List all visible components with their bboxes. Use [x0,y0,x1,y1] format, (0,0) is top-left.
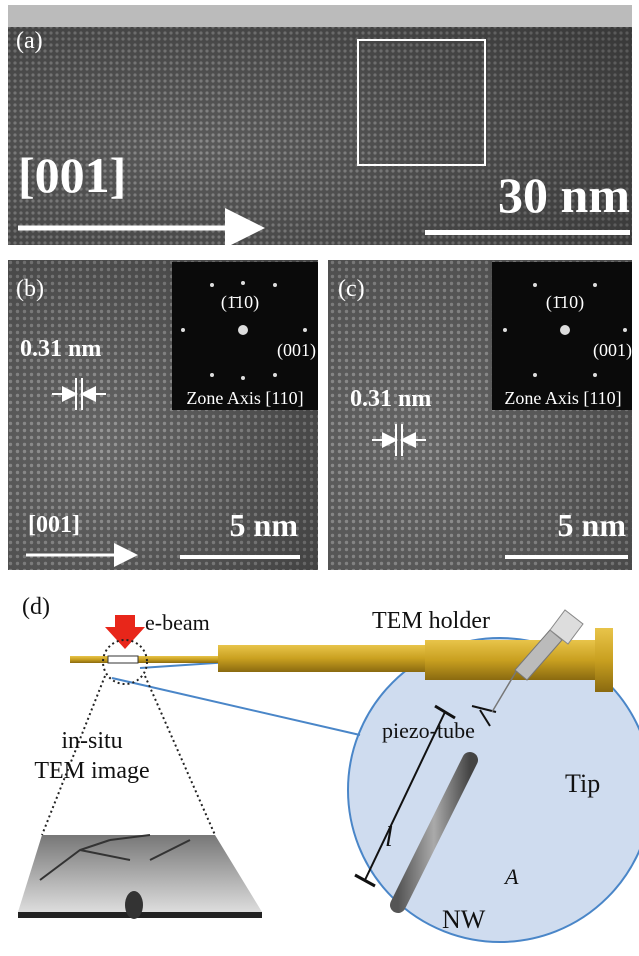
label: TEM image [34,758,149,784]
scale-bar-label: 5 nm [230,507,299,543]
panel-label: (c) [338,276,365,302]
label: TEM holder [372,608,490,634]
panel-label: (a) [16,28,43,54]
direction: [001] [28,512,80,538]
label: in-situ [61,728,122,754]
spacing-label: 0.31 nm [20,336,101,362]
spacing-label: 0.31 nm [350,386,431,412]
label: piezo-tube [382,718,475,743]
inset-label: (1̄10) [546,292,584,313]
schematic: (d) e-beam TEM holder in-situ TEM image … [18,594,639,942]
label: Tip [565,769,600,798]
inset-label: (001) [593,340,632,361]
inset-label: Zone Axis [110] [504,388,621,408]
inset-label: (1̄10) [221,292,259,313]
panel-label: (b) [16,276,44,302]
inset-label: Zone Axis [110] [186,388,303,408]
panel-a: (a) [001] 30 nm [8,5,632,245]
label: e-beam [145,610,210,635]
scale-bar-label: 5 nm [558,507,627,543]
scale-bar-label: 30 nm [498,167,630,223]
label: NW [442,905,486,934]
panel-label: (d) [22,594,50,620]
label: l [385,822,393,853]
direction: [001] [18,147,126,203]
label: A [503,864,519,889]
figure: (a) [001] 30 nm (b) (1̄10) (001) Zone Ax… [0,0,639,956]
panel-c: (c) (1̄10) (001) Zone Axis [110] 0.31 nm… [328,260,632,570]
panel-b: (b) (1̄10) (001) Zone Axis [110] 0.31 nm… [8,260,318,570]
inset-label: (001) [277,340,316,361]
